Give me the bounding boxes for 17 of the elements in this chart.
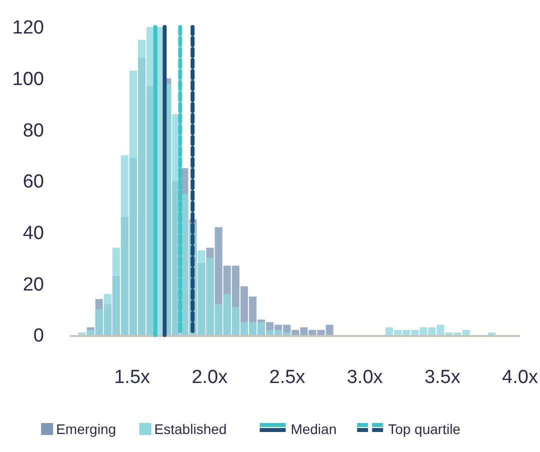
legend-label: Emerging — [56, 421, 116, 437]
x-tick-label: 4.0x — [502, 367, 538, 388]
x-tick-label: 2.5x — [269, 367, 306, 388]
x-tick-label: 3.5x — [424, 367, 461, 388]
legend-label: Top quartile — [388, 421, 461, 437]
legend-label: Established — [154, 421, 227, 437]
y-tick-label: 40 — [22, 222, 44, 244]
x-tick-label: 2.0x — [192, 367, 228, 388]
y-tick-label: 120 — [12, 18, 44, 39]
x-tick-label: 3.0x — [346, 367, 384, 388]
x-tick-label: 1.5x — [114, 367, 151, 388]
y-tick-label: 80 — [22, 120, 44, 142]
y-tick-label: 100 — [12, 68, 44, 90]
legend-label: Median — [290, 421, 337, 437]
y-tick-label: 20 — [22, 274, 44, 296]
y-tick-label: 60 — [22, 172, 44, 193]
y-tick-label: 0 — [33, 326, 44, 347]
